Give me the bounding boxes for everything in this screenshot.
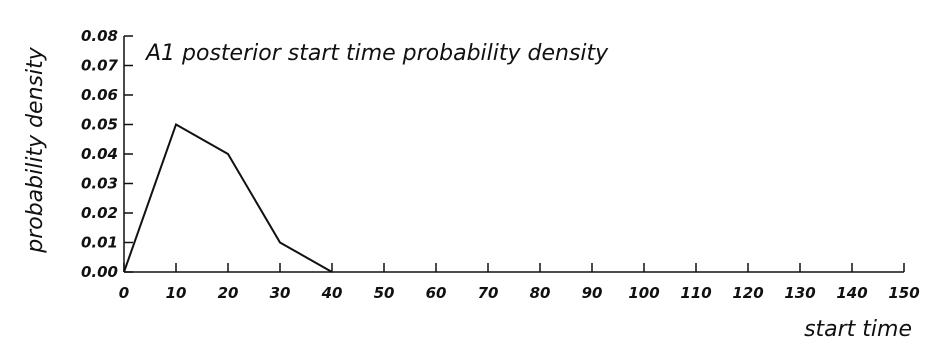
y-tick-label: 0.02	[81, 204, 118, 222]
x-tick-group: 0 10 20 30 40 50 60 70 80 90 100 110 120 130 140 150	[119, 263, 920, 302]
chart-title: A1 posterior start time probability dens…	[144, 41, 609, 66]
x-tick-label: 80	[530, 284, 551, 302]
x-axis-title: start time	[804, 317, 912, 342]
x-tick-label: 60	[426, 284, 447, 302]
y-tick-label: 0.03	[81, 175, 118, 193]
x-tick-label: 20	[218, 284, 239, 302]
x-tick-label: 100	[628, 284, 659, 302]
x-tick-label: 90	[582, 284, 603, 302]
y-tick-label: 0.07	[81, 57, 119, 75]
x-tick-label: 30	[270, 284, 291, 302]
x-tick-label: 70	[478, 284, 499, 302]
axes	[123, 36, 904, 273]
x-tick-label: 140	[836, 284, 867, 302]
x-tick-label: 10	[166, 284, 187, 302]
y-tick-group: 0.00 0.01 0.02 0.03 0.04 0.05 0.06 0.07 0.08	[81, 27, 133, 281]
x-tick-label: 40	[321, 284, 343, 302]
x-tick-label: 150	[888, 284, 919, 302]
y-axis-title: probability density	[23, 46, 48, 254]
x-tick-label: 110	[680, 284, 711, 302]
series-line	[123, 123, 333, 273]
y-tick-label: 0.00	[81, 263, 118, 281]
y-tick-label: 0.06	[81, 86, 118, 104]
x-tick-label: 130	[784, 284, 815, 302]
x-tick-label: 120	[732, 284, 763, 302]
x-tick-label: 50	[374, 284, 395, 302]
series-group	[123, 123, 333, 273]
y-tick-label: 0.04	[81, 145, 118, 163]
y-tick-label: 0.08	[81, 27, 118, 45]
y-tick-label: 0.01	[81, 234, 118, 252]
x-tick-label: 0	[119, 284, 129, 302]
y-tick-label: 0.05	[81, 116, 118, 134]
